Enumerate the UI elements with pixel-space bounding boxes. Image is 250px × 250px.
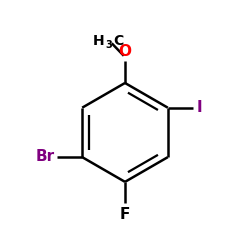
- Text: O: O: [118, 44, 132, 59]
- Text: F: F: [120, 207, 130, 222]
- Text: 3: 3: [106, 40, 112, 50]
- Text: C: C: [114, 34, 124, 48]
- Text: H: H: [93, 34, 104, 48]
- Text: Br: Br: [36, 149, 55, 164]
- Text: I: I: [196, 100, 202, 115]
